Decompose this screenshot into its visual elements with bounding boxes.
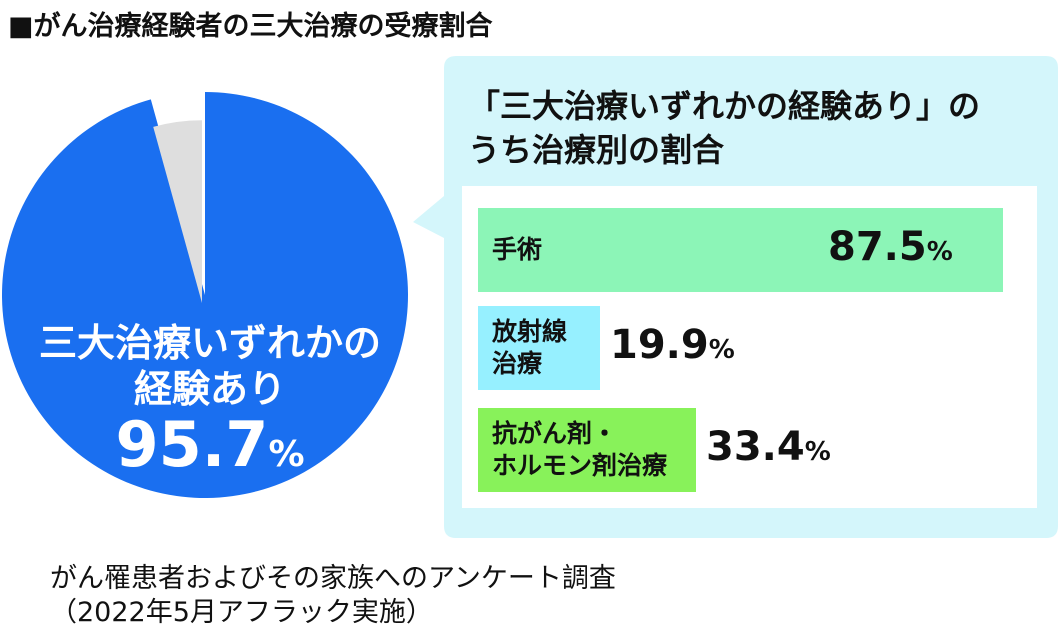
pie-chart — [1, 92, 408, 498]
chart-title: ■がん治療経験者の三大治療の受療割合 — [8, 11, 493, 42]
bar-drug-therapy: 抗がん剤・ ホルモン剤治療 — [478, 408, 696, 492]
bar-label-line: ホルモン剤治療 — [492, 451, 668, 480]
bar-value-unit: % — [804, 437, 831, 467]
bar-label-line: 手術 — [492, 235, 543, 264]
pie-slice-remainder — [153, 120, 202, 303]
bar-value-drug-therapy: 33.4% — [706, 424, 831, 470]
bar-chart-title-line2: うち治療別の割合 — [468, 131, 725, 169]
bar-label-line: 放射線 — [492, 317, 568, 346]
bar-surgery: 手術 — [478, 208, 1003, 292]
bar-value-radiation: 19.9% — [610, 322, 735, 368]
bar-label: 手術 — [492, 234, 542, 266]
pie-value-unit: % — [268, 434, 305, 475]
pie-value-number: 95.7 — [115, 408, 269, 481]
bar-value-number: 33.4 — [706, 424, 805, 470]
bar-value-surgery: 87.5% — [828, 224, 953, 270]
bar-label: 抗がん剤・ ホルモン剤治療 — [492, 418, 667, 482]
bar-value-number: 87.5 — [828, 224, 927, 270]
pie-slice-label-line2: 経験あり — [133, 367, 286, 411]
pie-slice-value: 95.7% — [20, 408, 400, 481]
footnote-line1: がん罹患者およびその家族へのアンケート調査 — [50, 563, 616, 594]
bar-value-unit: % — [708, 335, 735, 365]
bar-value-unit: % — [926, 237, 953, 267]
bar-radiation: 放射線 治療 — [478, 306, 600, 390]
footnote-line2: （2022年5月アフラック実施） — [50, 597, 433, 628]
pie-slice-label-line1: 三大治療いずれかの — [38, 321, 381, 365]
bar-chart-title-line1: 「三大治療いずれかの経験あり」の — [468, 87, 981, 125]
pie-slice-main — [1, 92, 408, 498]
bar-label: 放射線 治療 — [492, 316, 567, 380]
bar-label-line: 治療 — [492, 349, 543, 378]
footnote: がん罹患者およびその家族へのアンケート調査 （2022年5月アフラック実施） — [50, 562, 616, 630]
bar-chart-title: 「三大治療いずれかの経験あり」の うち治療別の割合 — [468, 84, 980, 172]
bar-label-line: 抗がん剤・ — [492, 419, 618, 448]
bar-value-number: 19.9 — [610, 322, 709, 368]
